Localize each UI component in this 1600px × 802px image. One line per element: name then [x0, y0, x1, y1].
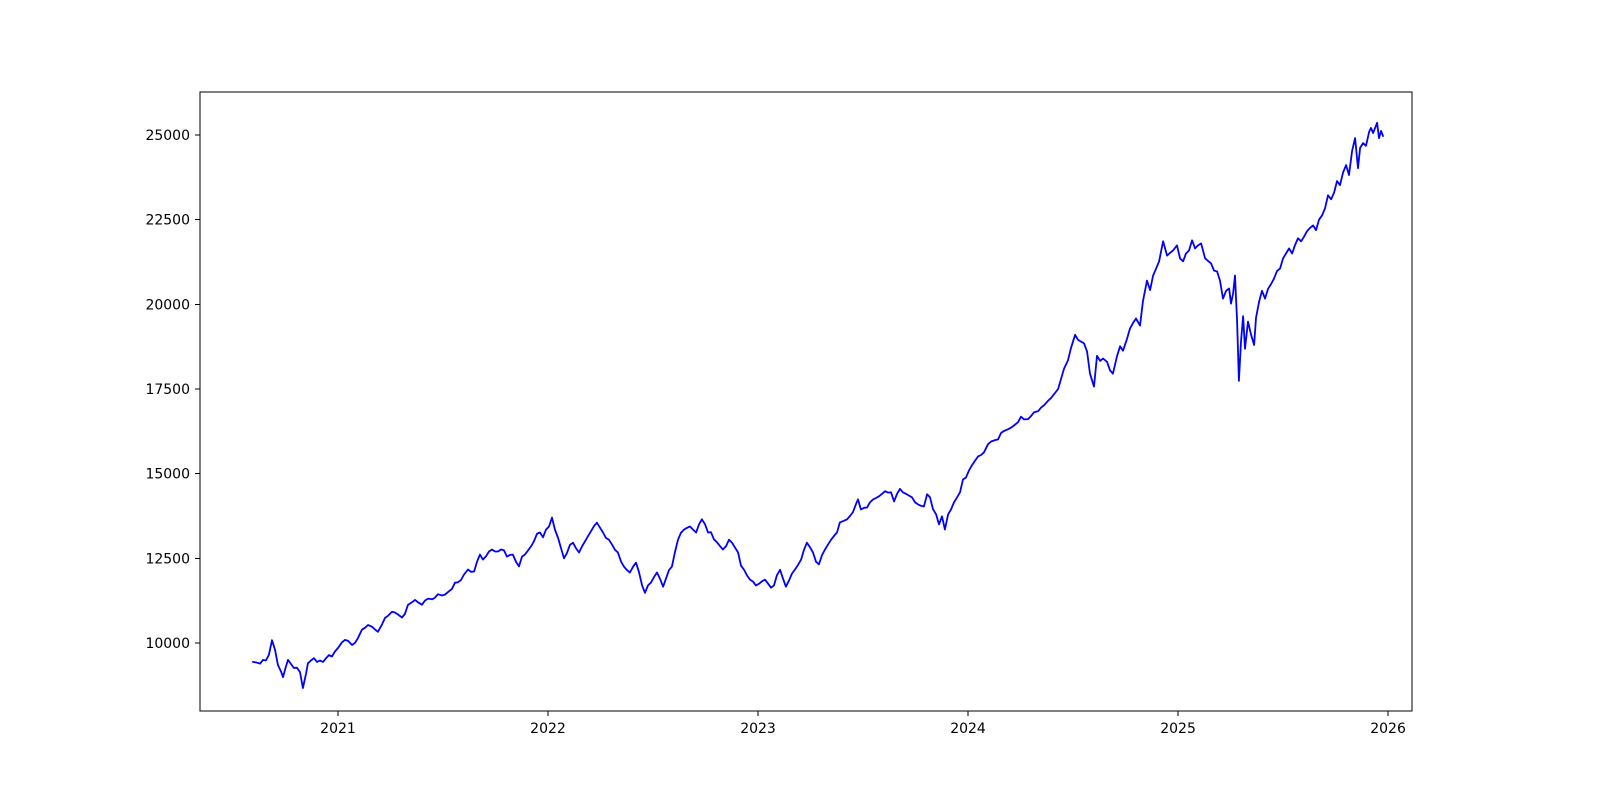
y-tick-label: 10000 — [145, 636, 190, 652]
x-tick-label: 2026 — [1370, 721, 1406, 737]
y-tick-label: 17500 — [145, 382, 190, 398]
y-tick-label: 15000 — [145, 467, 190, 483]
series-line — [251, 121, 1384, 689]
x-tick-label: 2023 — [740, 721, 776, 737]
y-tick-label: 25000 — [145, 128, 190, 144]
x-tick-label: 2024 — [950, 721, 986, 737]
axes-frame — [199, 91, 1413, 712]
x-tick-label: 2021 — [320, 721, 356, 737]
y-tick-label: 12500 — [145, 551, 190, 567]
y-tick-label: 20000 — [145, 297, 190, 313]
y-tick-label: 22500 — [145, 213, 190, 229]
x-tick-label: 2025 — [1160, 721, 1196, 737]
x-tick-label: 2022 — [530, 721, 566, 737]
